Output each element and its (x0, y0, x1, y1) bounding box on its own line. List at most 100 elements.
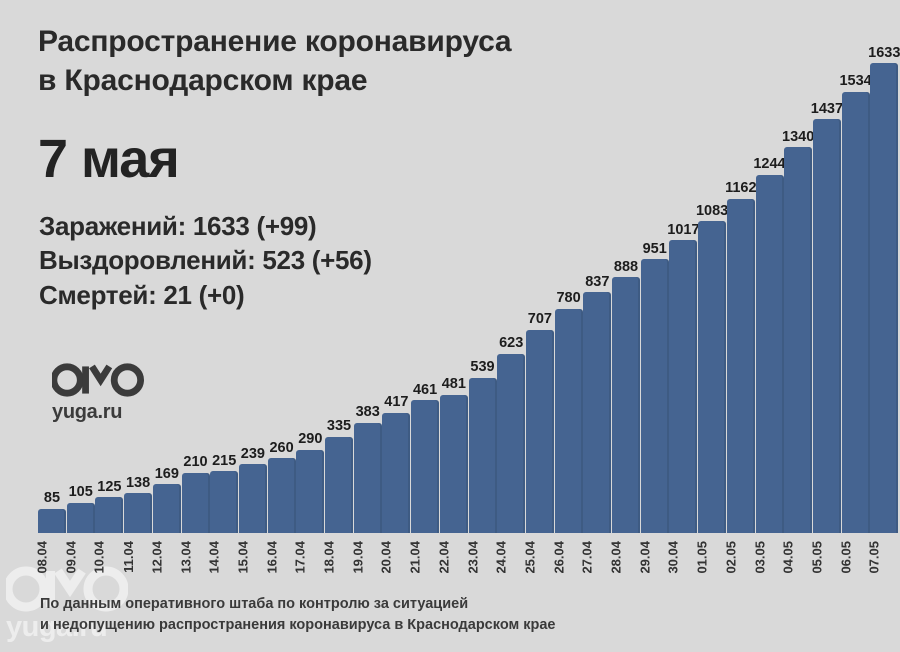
bar-value-label: 1534 (839, 73, 872, 89)
bar-slot: 1162 02.05 (724, 63, 757, 573)
chart-bar: 623 (497, 336, 526, 533)
bar-category-label: 26.04 (551, 541, 567, 574)
summary-stats: Заражений: 1633 (+99) Выздоровлений: 523… (39, 209, 372, 312)
bar-value-label: 623 (499, 335, 524, 352)
bar-value-label: 539 (470, 359, 495, 376)
bar-slot: 837 27.04 (580, 63, 612, 574)
chart-bar: 210 (181, 455, 210, 533)
bar-category-label: 01.05 (694, 541, 710, 574)
chart-bar: 1083 (696, 204, 728, 533)
bar-slot: 1083 01.05 (695, 63, 728, 574)
chart-bar: 1244 (753, 157, 786, 533)
chart-bar: 1633 (868, 45, 900, 533)
bar-category-label: 05.05 (809, 541, 825, 574)
bar-category-label: 14.04 (206, 541, 222, 574)
source-note-line2: и недопущению распространения коронавиру… (40, 616, 556, 633)
bar-category-label: 12.04 (149, 541, 165, 574)
bar-slot: 1340 04.05 (781, 63, 814, 574)
chart-bar: 1340 (782, 130, 814, 533)
bar-value-label: 1437 (810, 100, 844, 117)
bar-value-label: 169 (154, 465, 179, 482)
bar-slot: 417 20.04 (379, 63, 411, 574)
bar-slot: 481 22.04 (437, 63, 468, 574)
bar-value-label: 1162 (725, 180, 757, 197)
bar-slot: 623 24.04 (494, 63, 526, 574)
bar-category-label: 23.04 (465, 541, 481, 574)
bar-slot: 539 23.04 (465, 63, 497, 574)
source-note: По данным оперативного штаба по контролю… (40, 594, 800, 635)
bar-slot: 888 28.04 (609, 63, 640, 574)
bar-value-label: 1017 (667, 221, 700, 238)
bar-slot: 780 26.04 (551, 63, 583, 574)
bar-value-label: 260 (269, 439, 294, 456)
yuga-logo-wordmark: yuga.ru (52, 401, 123, 423)
bar-slot: 951 29.04 (637, 63, 669, 574)
bar-category-label: 28.04 (608, 541, 624, 574)
bar-value-label: 417 (384, 394, 409, 411)
bar-category-label: 09.04 (63, 541, 79, 574)
bar-category-label: 21.04 (407, 541, 423, 574)
bar-value-label: 125 (97, 478, 122, 495)
bar-slot: 461 21.04 (408, 63, 440, 574)
bar-category-label: 07.05 (867, 541, 883, 574)
bar-category-label: 22.04 (436, 541, 452, 574)
chart-bar: 780 (554, 291, 583, 533)
bar-value-label: 481 (441, 376, 466, 393)
bar-slot: 707 25.04 (523, 63, 554, 574)
bar-category-label: 15.04 (235, 541, 251, 574)
chart-bar: 239 (238, 447, 267, 533)
bar-value-label: 85 (43, 490, 61, 507)
chart-bar: 417 (382, 395, 411, 533)
bar-category-label: 17.04 (293, 541, 309, 574)
bar-category-label: 29.04 (637, 541, 653, 574)
bar-category-label: 10.04 (92, 541, 108, 574)
chart-bar: 138 (124, 476, 153, 533)
chart-bar: 461 (411, 383, 440, 533)
bar-category-label: 24.04 (493, 541, 509, 574)
page-title-line1: Распространение коронавируса (38, 25, 512, 58)
bar-value-label: 215 (212, 452, 237, 469)
bar-value-label: 888 (613, 258, 639, 275)
chart-bar: 1534 (839, 74, 872, 533)
bar-category-label: 27.04 (580, 541, 596, 574)
bar-category-label: 20.04 (379, 541, 395, 574)
bar-slot: 1017 30.04 (666, 63, 700, 574)
bar-category-label: 08.04 (34, 541, 50, 574)
chart-bar: 951 (640, 242, 669, 533)
bar-slot: 1244 03.05 (752, 63, 786, 573)
bar-value-label: 1083 (695, 202, 729, 219)
bar-category-label: 16.04 (264, 541, 280, 574)
bar-category-label: 25.04 (522, 541, 538, 574)
bar-value-label: 1244 (753, 156, 786, 173)
bar-value-label: 837 (585, 273, 610, 290)
bar-category-label: 13.04 (178, 541, 194, 574)
chart-bar: 481 (439, 377, 468, 533)
chart-bar: 888 (612, 260, 640, 533)
chart-bar: 169 (152, 467, 181, 533)
page-title-line2: в Краснодарском крае (38, 64, 368, 97)
bar-value-label: 1633 (868, 44, 900, 61)
stat-recovered: Выздоровлений: 523 (+56) (39, 245, 372, 276)
bar-category-label: 02.05 (723, 541, 739, 574)
chart-bar: 1162 (725, 181, 757, 533)
bar-category-label: 06.05 (838, 541, 854, 574)
report-date: 7 мая (38, 129, 180, 189)
bar-value-label: 1340 (782, 128, 815, 145)
bar-category-label: 18.04 (321, 541, 337, 574)
source-note-line1: По данным оперативного штаба по контролю… (40, 596, 469, 612)
chart-bar: 539 (468, 360, 497, 533)
page-title: Распространение коронавируса в Краснодар… (38, 22, 678, 100)
stat-infected: Заражений: 1633 (+99) (39, 211, 317, 241)
bar-value-label: 105 (68, 484, 93, 501)
chart-bar: 125 (95, 480, 124, 533)
chart-bar: 85 (38, 491, 66, 533)
yuga-logo: yuga.ru (52, 362, 144, 422)
bar-value-label: 951 (642, 240, 667, 257)
chart-bar: 290 (296, 432, 325, 533)
chart-bar: 260 (267, 441, 296, 533)
bar-value-label: 780 (556, 290, 581, 307)
chart-bar: 383 (353, 405, 382, 533)
bar-slot: 1633 07.05 (867, 45, 900, 573)
bar-value-label: 210 (183, 454, 208, 471)
